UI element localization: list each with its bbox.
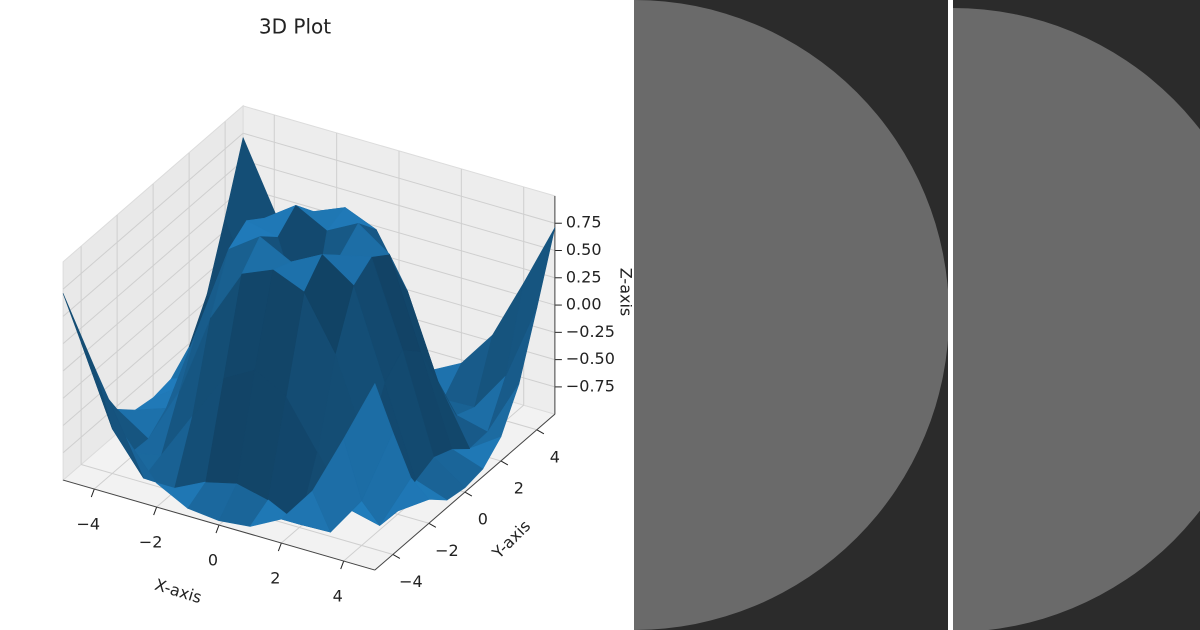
x-tick-label: 0 bbox=[208, 551, 218, 570]
y-tick-label: 4 bbox=[550, 447, 560, 466]
x-tick bbox=[153, 506, 158, 516]
grid-line bbox=[62, 214, 244, 372]
x-tick-label: 4 bbox=[333, 587, 343, 606]
z-tick-label: −0.75 bbox=[566, 376, 615, 395]
half-circle bbox=[634, 0, 948, 630]
x-tick bbox=[340, 560, 345, 570]
z-axis-label: Z-axis bbox=[617, 268, 633, 317]
chart: 3D Plot X-axis Y-axis Z-axis −4 −2 0 2 4 −4 −2… bbox=[62, 15, 633, 607]
y-tick bbox=[536, 429, 545, 435]
surface-face bbox=[343, 383, 394, 502]
y-tick bbox=[464, 491, 473, 497]
y-tick-label: 2 bbox=[514, 478, 524, 497]
grid-line bbox=[62, 132, 244, 290]
grid-line bbox=[62, 160, 244, 317]
axis-line bbox=[62, 479, 376, 571]
y-tick bbox=[500, 460, 509, 466]
y-tick-label: −4 bbox=[399, 572, 423, 591]
y-axis-label: Y-axis bbox=[488, 516, 534, 562]
y-tick-label: 0 bbox=[478, 510, 488, 529]
z-tick-label: 0.50 bbox=[566, 240, 602, 259]
chart-title: 3D Plot bbox=[259, 15, 331, 39]
grid-line bbox=[242, 132, 556, 224]
side-panels bbox=[634, 0, 1200, 630]
grid-line bbox=[62, 187, 244, 345]
grid-line bbox=[242, 187, 556, 279]
x-tick bbox=[215, 524, 220, 534]
x-tick-label: −2 bbox=[139, 533, 163, 552]
z-tick-label: 0.75 bbox=[566, 213, 602, 232]
axis-line bbox=[374, 413, 556, 571]
surface-face bbox=[303, 254, 354, 354]
z-tick-label: −0.50 bbox=[566, 349, 615, 368]
y-tick bbox=[392, 554, 401, 559]
surface-face bbox=[62, 293, 113, 430]
x-axis-label: X-axis bbox=[153, 575, 204, 607]
z-tick-label: 0.25 bbox=[566, 267, 602, 286]
z-tick-label: −0.25 bbox=[566, 322, 615, 341]
surface-face bbox=[505, 227, 556, 377]
y-tick-label: −2 bbox=[435, 541, 459, 560]
z-tick-label: 0.00 bbox=[566, 295, 602, 314]
y-tick bbox=[428, 522, 437, 528]
plot-area bbox=[62, 104, 562, 571]
divider bbox=[948, 0, 953, 630]
x-tick-label: 2 bbox=[270, 569, 280, 588]
grid-line bbox=[242, 160, 556, 251]
half-circle bbox=[953, 8, 1200, 630]
x-tick bbox=[277, 542, 282, 552]
x-tick-label: −4 bbox=[76, 515, 100, 534]
x-tick bbox=[90, 488, 95, 498]
